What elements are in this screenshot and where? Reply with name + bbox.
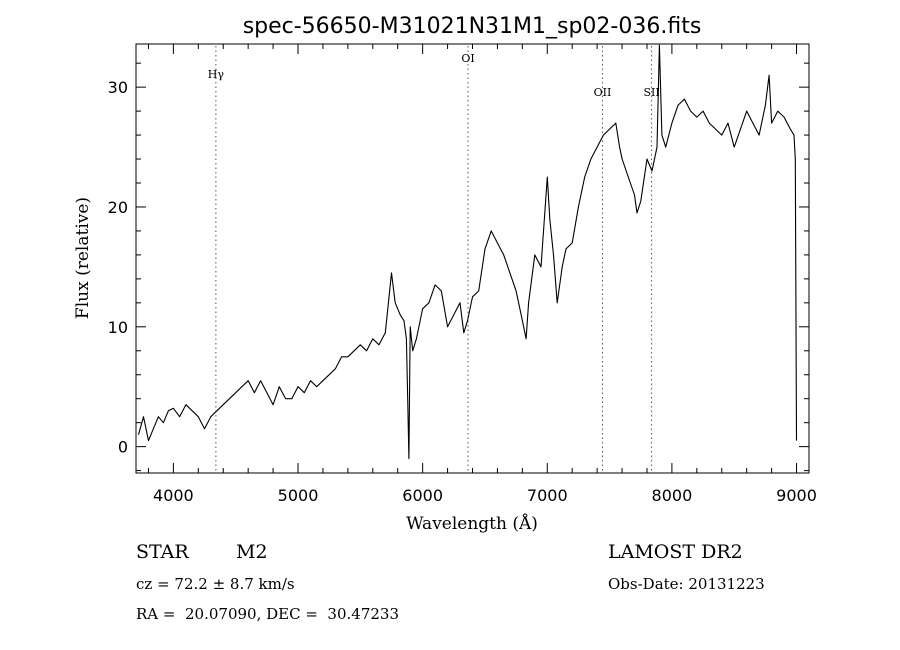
spectral-line-label: OI	[461, 52, 474, 65]
x-tick-label: 7000	[527, 486, 568, 505]
x-axis-label: Wavelength (Å)	[406, 513, 538, 534]
spectral-line-label: Hγ	[208, 68, 225, 81]
spectrum-line	[137, 44, 798, 460]
x-tick-labels: 4000 5000 6000 7000 8000 9000	[153, 486, 817, 505]
axis-ticks	[136, 44, 809, 473]
x-tick-label: 9000	[776, 486, 817, 505]
survey-name: LAMOST DR2	[608, 541, 743, 563]
y-axis-label: Flux (relative)	[73, 197, 93, 319]
object-subclass: M2	[236, 541, 268, 563]
coordinates-readout: RA = 20.07090, DEC = 30.47233	[136, 605, 400, 623]
y-tick-label: 10	[108, 318, 128, 337]
spectral-line-markers: Hγ OI OII SII	[208, 46, 660, 473]
plot-frame	[135, 43, 810, 474]
velocity-readout: cz = 72.2 ± 8.7 km/s	[136, 575, 295, 593]
x-tick-label: 4000	[153, 486, 194, 505]
x-tick-label: 8000	[652, 486, 693, 505]
y-tick-label: 30	[108, 78, 128, 97]
chart-title: spec-56650-M31021N31M1_sp02-036.fits	[243, 14, 702, 39]
spectral-line-label: SII	[643, 86, 659, 99]
y-tick-label: 0	[118, 438, 128, 457]
y-tick-label: 20	[108, 198, 128, 217]
observation-date: Obs-Date: 20131223	[608, 575, 765, 593]
object-class: STAR	[136, 541, 189, 563]
x-tick-label: 6000	[402, 486, 443, 505]
y-tick-labels: 0 10 20 30	[108, 78, 128, 456]
spectral-line-label: OII	[594, 86, 612, 99]
x-tick-label: 5000	[278, 486, 319, 505]
